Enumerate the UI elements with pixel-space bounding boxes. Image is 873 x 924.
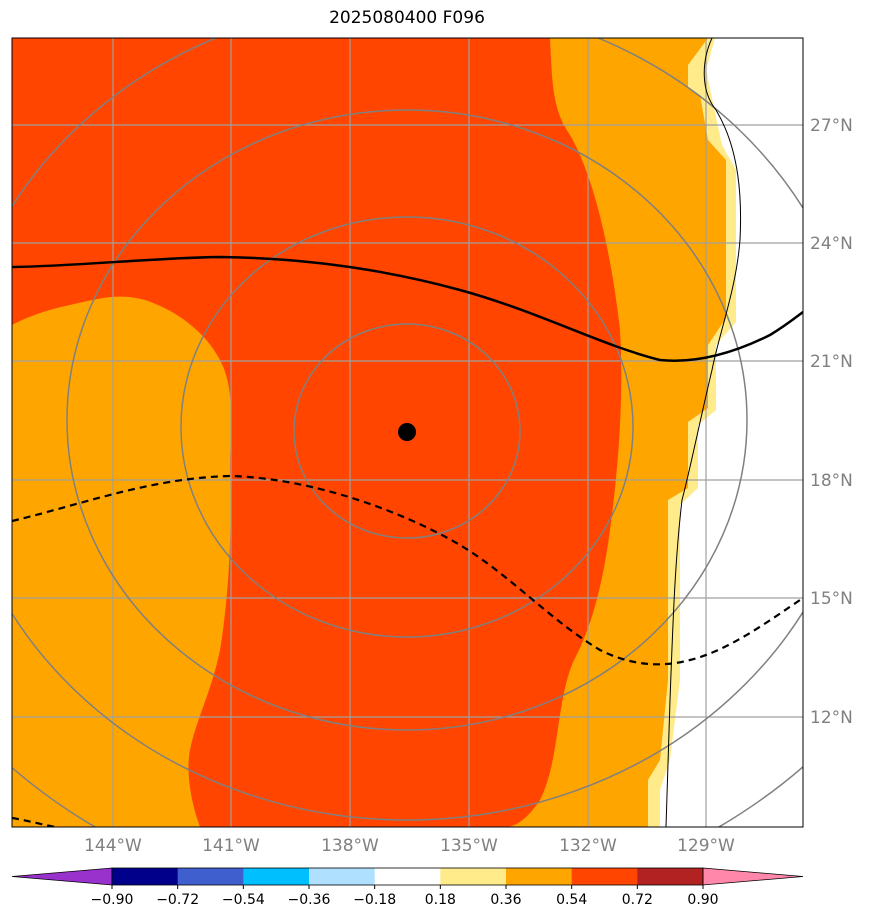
colorbar: −0.90 −0.72 −0.54 −0.36 −0.18 0.18 0.36 0.54 0.7…	[11, 867, 804, 908]
colorbar-segment	[440, 868, 507, 885]
coastline	[665, 38, 742, 827]
colorbar-tick-label: −0.54	[222, 892, 265, 908]
colorbar-tick-label: −0.72	[156, 892, 199, 908]
lon-label: 138°W	[321, 836, 379, 856]
colorbar-tick-label: −0.90	[91, 892, 134, 908]
solid-contour-line	[12, 255, 803, 362]
lat-label: 18°N	[810, 471, 853, 491]
lon-label: 129°W	[677, 836, 735, 856]
colorbar-segment	[112, 868, 179, 885]
colorbar-tick-label: 0.18	[425, 892, 456, 908]
colorbar-tick-label: 0.36	[490, 892, 521, 908]
lat-label: 27°N	[810, 116, 853, 136]
colorbar-segment	[177, 868, 244, 885]
colorbar-segment	[571, 868, 638, 885]
colorbar-tick-label: 0.90	[687, 892, 718, 908]
storm-center-marker	[398, 423, 416, 441]
colorbar-tick-label: 0.72	[622, 892, 653, 908]
lat-label: 15°N	[810, 589, 853, 609]
lon-label: 135°W	[440, 836, 498, 856]
colorbar-tick-label: 0.54	[556, 892, 587, 908]
dashed-contour-line	[12, 474, 803, 666]
dashed-contour-fragment	[12, 816, 56, 827]
lat-labels: 27°N 24°N 21°N 18°N 15°N 12°N	[810, 116, 853, 728]
colorbar-segment	[506, 868, 573, 885]
colorbar-tick-label: −0.36	[288, 892, 331, 908]
lon-label: 141°W	[202, 836, 260, 856]
map-title: 2025080400 F096	[329, 8, 485, 28]
lat-label: 21°N	[810, 352, 853, 372]
lon-label: 132°W	[559, 836, 617, 856]
colorbar-extend-min	[11, 867, 113, 886]
lon-label: 144°W	[84, 836, 142, 856]
lon-labels: 144°W 141°W 138°W 135°W 132°W 129°W	[84, 836, 735, 856]
colorbar-segment	[637, 868, 704, 885]
map-border	[11, 37, 804, 828]
colorbar-outline	[111, 867, 704, 886]
colorbar-segment	[243, 868, 310, 885]
colorbar-segment	[374, 868, 441, 885]
lat-label: 12°N	[810, 708, 853, 728]
lat-label: 24°N	[810, 234, 853, 254]
colorbar-extend-max	[702, 867, 804, 886]
colorbar-segment	[309, 868, 376, 885]
colorbar-tick-label: −0.18	[353, 892, 396, 908]
